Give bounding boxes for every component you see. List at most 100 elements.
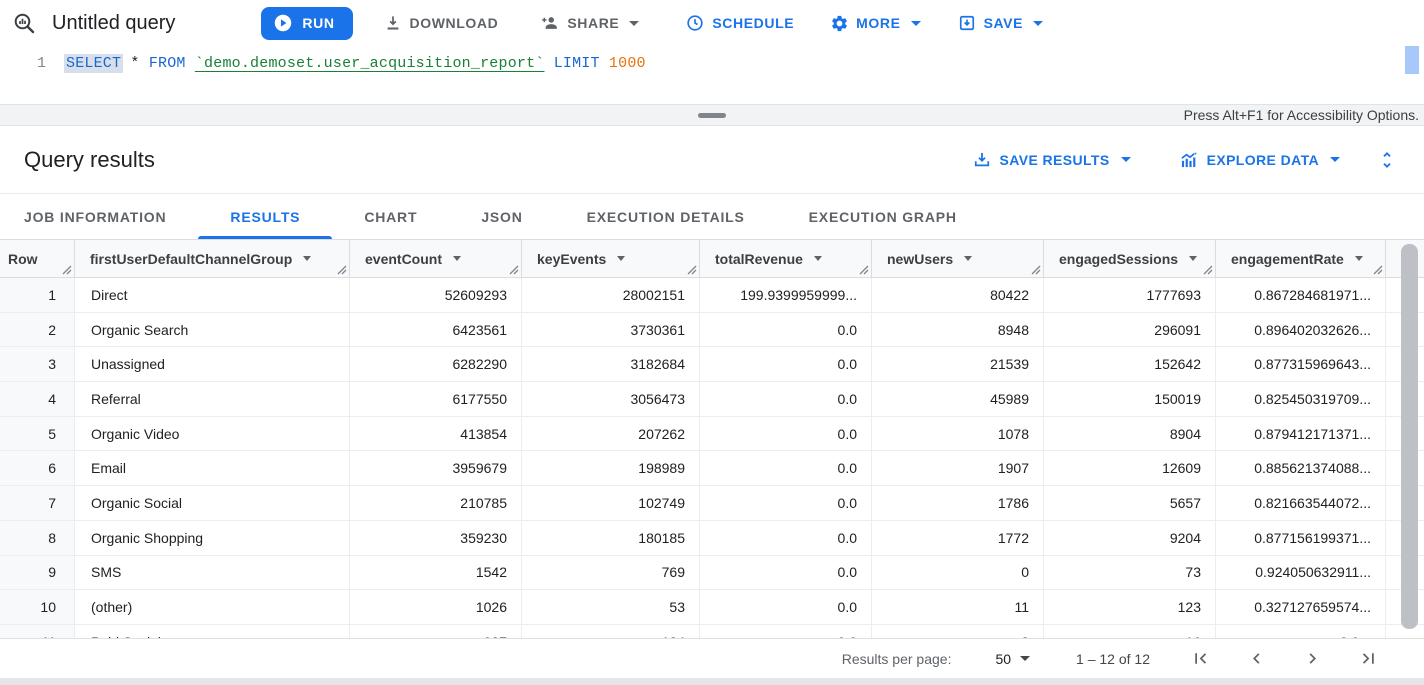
column-resize-handle-icon[interactable]: [509, 265, 519, 275]
column-menu-caret-icon[interactable]: [303, 256, 312, 261]
column-resize-handle-icon[interactable]: [687, 265, 697, 275]
tab-job-information[interactable]: JOB INFORMATION: [24, 194, 198, 239]
page-size-select[interactable]: 50: [995, 651, 1031, 667]
table-cell: 45989: [872, 382, 1044, 416]
table-cell: 9204: [1044, 520, 1216, 555]
column-header-Row[interactable]: Row: [0, 240, 75, 277]
column-header-eventCount[interactable]: eventCount: [350, 240, 522, 277]
next-page-button[interactable]: [1284, 645, 1340, 673]
pagination-bar: Results per page: 50 1 – 12 of 12: [0, 638, 1424, 678]
more-button-label: MORE: [856, 15, 901, 31]
column-resize-handle-icon[interactable]: [1203, 265, 1213, 275]
accessibility-hint: Press Alt+F1 for Accessibility Options.: [1183, 107, 1419, 123]
table-cell: Direct: [75, 278, 350, 312]
first-page-icon: [1190, 648, 1211, 669]
column-resize-handle-icon[interactable]: [1373, 265, 1383, 275]
caret-down-icon: [1020, 656, 1031, 661]
caret-down-icon: [910, 20, 921, 26]
table-cell: Paid Social: [75, 624, 350, 638]
table-scrollbar-thumb[interactable]: [1401, 244, 1418, 629]
table-cell: 8948: [872, 312, 1044, 347]
table-cell: Email: [75, 451, 350, 486]
table-cell: 11: [872, 590, 1044, 624]
table-cell: 199.9399959999...: [700, 278, 872, 312]
column-menu-caret-icon[interactable]: [1354, 256, 1363, 261]
caret-down-icon: [1120, 157, 1131, 162]
query-toolbar: Untitled query RUN DOWNLOAD SHARE: [0, 0, 1424, 46]
panel-resize-handle[interactable]: [698, 113, 726, 118]
sql-table-reference-link[interactable]: `demo.demoset.user_acquisition_report`: [194, 55, 545, 72]
table-cell: 1542: [350, 555, 522, 590]
run-button[interactable]: RUN: [261, 6, 353, 40]
caret-down-icon: [629, 20, 640, 26]
column-menu-caret-icon[interactable]: [617, 256, 626, 261]
table-cell: 3056473: [522, 382, 700, 416]
table-cell: 769: [522, 555, 700, 590]
table-cell: 0.0: [700, 624, 872, 638]
column-resize-handle-icon[interactable]: [337, 265, 347, 275]
column-menu-caret-icon[interactable]: [1189, 256, 1198, 261]
table-cell: Unassigned: [75, 347, 350, 382]
table-cell: Organic Shopping: [75, 520, 350, 555]
table-cell: 1907: [872, 451, 1044, 486]
table-cell: 0.877156199371...: [1216, 520, 1386, 555]
table-row: 4 Referral 6177550 3056473 0.0 45989 150019 0.8…: [0, 382, 1424, 417]
table-cell: 0.0: [700, 347, 872, 382]
table-cell: 0.0: [700, 555, 872, 590]
tab-results[interactable]: RESULTS: [198, 194, 333, 239]
table-cell: 0.0: [700, 416, 872, 451]
tab-chart[interactable]: CHART: [332, 194, 449, 239]
table-row: 11Paid Social9371340.03160.9...: [0, 624, 1424, 638]
row-number-cell: 9: [0, 555, 75, 590]
column-header-newUsers[interactable]: newUsers: [872, 240, 1044, 277]
more-button[interactable]: MORE: [830, 14, 921, 33]
schedule-button[interactable]: SCHEDULE: [685, 13, 794, 33]
save-results-button[interactable]: SAVE RESULTS: [972, 150, 1131, 170]
chevron-right-icon: [1302, 648, 1323, 669]
table-header-row: Row firstUserDefaultChannelGroup eventCoun…: [0, 240, 1424, 278]
last-page-button[interactable]: [1340, 645, 1396, 673]
table-row: 3 Unassigned 6282290 3182684 0.0 21539 152642 0…: [0, 347, 1424, 383]
column-menu-caret-icon[interactable]: [964, 256, 973, 261]
table-cell: 80422: [872, 278, 1044, 312]
row-number-cell: 2: [0, 312, 75, 347]
table-row: 7 Organic Social 210785 102749 0.0 1786 5657 0.…: [0, 486, 1424, 521]
pager-controls: [1172, 645, 1396, 673]
results-per-page-label: Results per page:: [841, 650, 952, 667]
editor-scrollbar-thumb[interactable]: [1405, 46, 1419, 74]
first-page-button[interactable]: [1172, 645, 1228, 673]
sql-number-literal: 1000: [599, 55, 646, 72]
column-header-keyEvents[interactable]: keyEvents: [522, 240, 700, 277]
table-cell: 5657: [1044, 486, 1216, 520]
column-resize-handle-icon[interactable]: [859, 265, 869, 275]
bottom-scrollbar-track[interactable]: [0, 678, 1424, 685]
column-menu-caret-icon[interactable]: [453, 256, 461, 261]
explore-data-button[interactable]: EXPLORE DATA: [1179, 150, 1340, 170]
tab-execution-details[interactable]: EXECUTION DETAILS: [555, 194, 777, 239]
save-button[interactable]: SAVE: [957, 13, 1044, 33]
sql-editor[interactable]: 1 SELECT * FROM `demo.demoset.user_acqui…: [0, 46, 1424, 104]
table-cell: 198989: [522, 451, 700, 486]
share-button-label: SHARE: [567, 15, 620, 31]
row-number-cell: 5: [0, 416, 75, 451]
previous-page-button[interactable]: [1228, 645, 1284, 673]
table-cell: Organic Search: [75, 312, 350, 347]
query-magnifier-chart-icon: [12, 11, 36, 35]
tab-execution-graph[interactable]: EXECUTION GRAPH: [777, 194, 989, 239]
tab-json[interactable]: JSON: [449, 194, 554, 239]
table-cell: 0.0: [700, 382, 872, 416]
column-header-totalRevenue[interactable]: totalRevenue: [700, 240, 872, 277]
column-header-engagedSessions[interactable]: engagedSessions: [1044, 240, 1216, 277]
download-button[interactable]: DOWNLOAD: [383, 13, 499, 33]
run-button-label: RUN: [302, 15, 335, 31]
column-header-firstUserDefaultChannelGroup[interactable]: firstUserDefaultChannelGroup: [75, 240, 350, 277]
column-resize-handle-icon[interactable]: [1031, 265, 1041, 275]
column-resize-handle-icon[interactable]: [62, 265, 72, 275]
collapse-results-button[interactable]: [1376, 149, 1398, 171]
column-header-engagementRate[interactable]: engagementRate: [1216, 240, 1386, 277]
sql-code-line[interactable]: SELECT * FROM `demo.demoset.user_acquisi…: [64, 54, 646, 73]
share-button[interactable]: SHARE: [540, 13, 640, 33]
column-menu-caret-icon[interactable]: [813, 256, 822, 261]
row-number-cell: 4: [0, 382, 75, 416]
table-cell: 0.924050632911...: [1216, 555, 1386, 590]
